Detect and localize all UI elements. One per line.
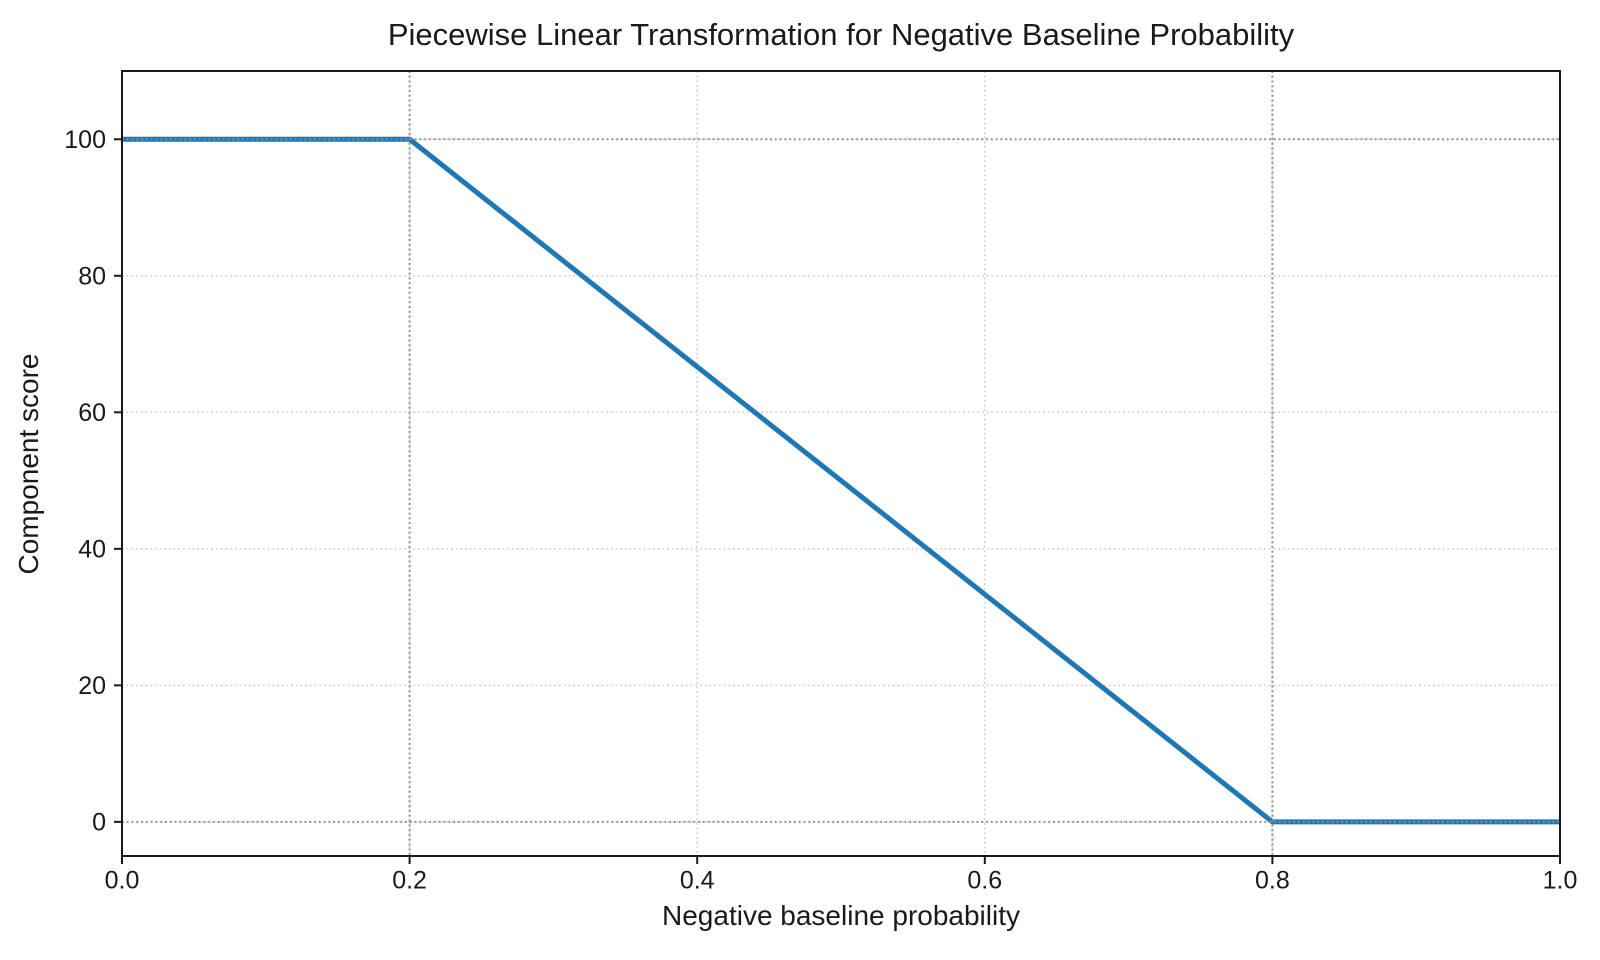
x-tick-label: 1.0	[1543, 867, 1578, 895]
x-tick-label: 0.4	[680, 867, 715, 895]
y-tick-label: 20	[78, 672, 106, 700]
series-layer	[122, 136, 1560, 825]
x-tick-label: 0.2	[392, 867, 427, 895]
x-tick-label: 0.8	[1255, 867, 1290, 895]
y-axis-label: Component score	[13, 353, 44, 574]
plot-border	[121, 70, 1561, 857]
y-tick-label: 100	[64, 126, 106, 154]
reference-layer	[122, 71, 1560, 856]
y-tick-label: 60	[78, 399, 106, 427]
grid-layer	[122, 71, 1560, 856]
axis-layer: 0.0 0.2 0.4 0.6 0.8 1.0 0 20 40 60 80 100	[64, 70, 1578, 895]
series-line-component-score	[122, 136, 1560, 825]
y-tick-label: 40	[78, 535, 106, 563]
y-tick-label: 80	[78, 262, 106, 290]
x-tick-label: 0.6	[967, 867, 1002, 895]
y-tick-label: 0	[92, 808, 106, 836]
chart-title: Piecewise Linear Transformation for Nega…	[388, 17, 1295, 52]
x-tick-label: 0.0	[105, 867, 140, 895]
x-axis-label: Negative baseline probability	[662, 900, 1020, 931]
